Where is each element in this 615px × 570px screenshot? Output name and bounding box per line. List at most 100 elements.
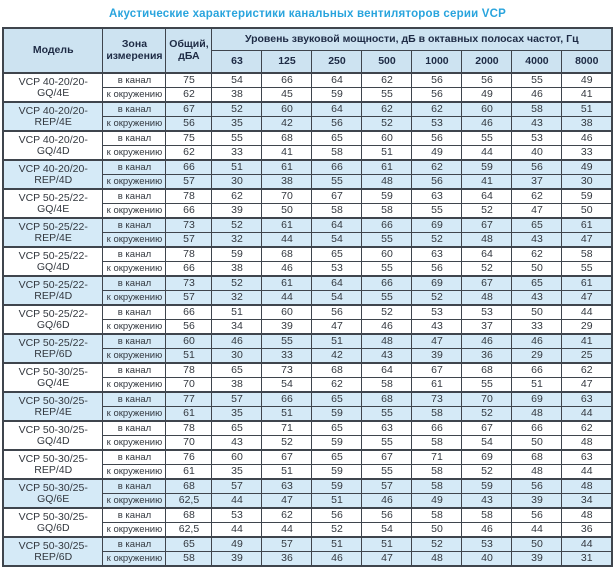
spl-value-cell: 41 — [561, 87, 613, 103]
spl-value-cell: 49 — [211, 536, 263, 552]
spl-value-cell: 50 — [511, 261, 563, 277]
spl-value-cell: 46 — [461, 522, 513, 538]
spl-value-cell: 56 — [411, 174, 463, 190]
spl-value-cell: 59 — [311, 464, 363, 480]
spl-value-cell: 53 — [511, 130, 563, 146]
spl-value-cell: 47 — [511, 203, 563, 219]
spl-value-cell: 60 — [261, 101, 313, 117]
spl-value-cell: 52 — [361, 116, 413, 132]
zone-cell: в канал — [102, 72, 167, 88]
zone-cell: к окружению — [102, 435, 167, 451]
spl-value-cell: 60 — [361, 130, 413, 146]
table-row: к окружению 62,5 44 47 51 46 49 43 39 34 — [3, 493, 613, 509]
spl-value-cell: 58 — [561, 246, 613, 262]
spl-value-cell: 69 — [511, 391, 563, 407]
spl-value-cell: 56 — [311, 304, 363, 320]
spl-value-cell: 41 — [561, 333, 613, 349]
spl-value-cell: 45 — [261, 87, 313, 103]
table-row: к окружению 62 38 45 59 55 56 49 46 41 — [3, 87, 613, 103]
spl-value-cell: 41 — [461, 174, 513, 190]
spl-value-cell: 64 — [461, 188, 513, 204]
spl-value-cell: 39 — [261, 319, 313, 335]
spl-value-cell: 71 — [261, 420, 313, 436]
spl-value-cell: 32 — [211, 290, 263, 306]
spl-value-cell: 51 — [211, 159, 263, 175]
spl-value-cell: 62 — [561, 420, 613, 436]
spl-value-cell: 53 — [211, 507, 263, 523]
spl-value-cell: 56 — [311, 507, 363, 523]
model-cell: VCP 50-30/25-GQ/6E — [2, 478, 104, 509]
spl-value-cell: 63 — [361, 420, 413, 436]
table-header: Модель Зона измерения Общий, дБА Уровень… — [2, 27, 613, 74]
spl-value-cell: 62 — [511, 246, 563, 262]
table-row: VCP 50-25/22-REP/6D в канал 60 46 55 51 48 47 46… — [2, 333, 613, 364]
spl-value-cell: 59 — [211, 246, 263, 262]
zone-cell: в канал — [102, 478, 167, 494]
model-cell: VCP 50-30/25-GQ/4D — [2, 420, 104, 451]
spl-value-cell: 62 — [311, 377, 363, 393]
spl-value-cell: 40 — [511, 145, 563, 161]
spl-value-cell: 43 — [411, 319, 463, 335]
table-row: к окружению 51 30 33 42 43 39 36 29 25 — [3, 348, 613, 364]
spl-value-cell: 49 — [561, 72, 613, 88]
spl-value-cell: 59 — [561, 188, 613, 204]
spl-value-cell: 55 — [311, 174, 363, 190]
total-dba-cell: 67 — [165, 101, 213, 117]
zone-cell: в канал — [102, 246, 167, 262]
spl-value-cell: 44 — [561, 464, 613, 480]
spl-value-cell: 67 — [461, 275, 513, 291]
model-cell: VCP 50-30/25-REP/6D — [2, 536, 104, 567]
total-dba-cell: 62 — [165, 87, 213, 103]
spl-value-cell: 52 — [461, 203, 513, 219]
table-row: VCP 50-25/22-GQ/4D в канал 78 59 68 65 60 63 64 6… — [2, 246, 613, 277]
total-dba-cell: 78 — [165, 362, 213, 378]
spl-value-cell: 62 — [261, 507, 313, 523]
spl-value-cell: 46 — [261, 261, 313, 277]
total-dba-cell: 75 — [165, 72, 213, 88]
zone-cell: к окружению — [102, 551, 167, 567]
zone-cell: в канал — [102, 130, 167, 146]
spl-value-cell: 56 — [511, 478, 563, 494]
spl-value-cell: 54 — [261, 377, 313, 393]
spl-value-cell: 64 — [361, 362, 413, 378]
spl-value-cell: 59 — [461, 159, 513, 175]
header-sound-power: Уровень звуковой мощности, дБ в октавных… — [211, 27, 613, 51]
spl-value-cell: 48 — [361, 174, 413, 190]
spl-value-cell: 47 — [261, 493, 313, 509]
spl-value-cell: 67 — [261, 449, 313, 465]
spl-value-cell: 65 — [511, 217, 563, 233]
spl-value-cell: 38 — [561, 116, 613, 132]
table-row: VCP 40-20/20-REP/4D в канал 66 51 61 66 61 62 59… — [2, 159, 613, 190]
total-dba-cell: 61 — [165, 406, 213, 422]
spl-value-cell: 65 — [311, 420, 363, 436]
total-dba-cell: 65 — [165, 536, 213, 552]
spl-value-cell: 67 — [461, 217, 513, 233]
spl-value-cell: 57 — [211, 391, 263, 407]
spl-value-cell: 53 — [461, 304, 513, 320]
table-row: VCP 40-20/20-GQ/4D в канал 75 55 68 65 60 56 55 5… — [2, 130, 613, 161]
zone-cell: к окружению — [102, 493, 167, 509]
zone-cell: в канал — [102, 362, 167, 378]
table-row: к окружению 58 39 36 46 47 48 40 39 31 — [3, 551, 613, 567]
spl-value-cell: 58 — [361, 377, 413, 393]
zone-cell: к окружению — [102, 406, 167, 422]
spl-value-cell: 44 — [211, 493, 263, 509]
spl-value-cell: 54 — [211, 72, 263, 88]
spl-value-cell: 61 — [411, 377, 463, 393]
spl-value-cell: 54 — [311, 232, 363, 248]
total-dba-cell: 62,5 — [165, 522, 213, 538]
spl-value-cell: 47 — [411, 333, 463, 349]
spl-value-cell: 52 — [461, 261, 513, 277]
spl-value-cell: 73 — [411, 391, 463, 407]
spl-value-cell: 71 — [411, 449, 463, 465]
spl-value-cell: 37 — [461, 319, 513, 335]
table-row: к окружению 57 32 44 54 55 52 48 43 47 — [3, 290, 613, 306]
spl-value-cell: 50 — [511, 304, 563, 320]
spl-value-cell: 63 — [411, 188, 463, 204]
spl-value-cell: 61 — [261, 217, 313, 233]
table-row: VCP 50-30/25-REP/6D в канал 65 49 57 51 51 52 53… — [2, 536, 613, 567]
spl-value-cell: 54 — [461, 435, 513, 451]
spl-value-cell: 60 — [211, 449, 263, 465]
spl-value-cell: 62 — [411, 159, 463, 175]
spl-value-cell: 39 — [211, 551, 263, 567]
